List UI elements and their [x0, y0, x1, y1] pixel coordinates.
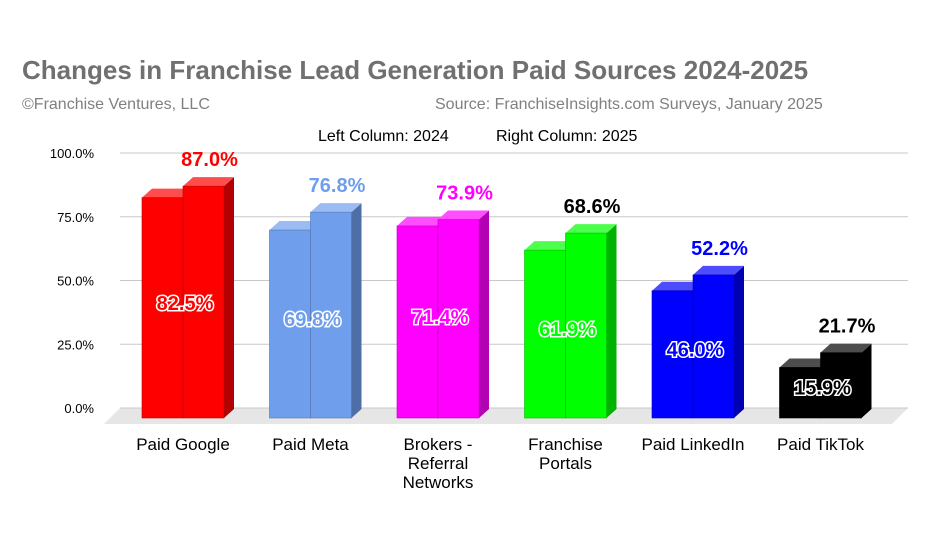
value-label-2025: 52.2%: [691, 238, 748, 260]
value-label-2025: 76.8%: [309, 175, 366, 197]
bar-front: [310, 211, 352, 419]
bar-2025: [182, 177, 234, 419]
y-tick-label: 25.0%: [57, 337, 94, 352]
grid-lines: [120, 152, 908, 409]
y-tick-label: 50.0%: [57, 274, 94, 289]
x-tick-label: Paid LinkedIn: [641, 435, 744, 454]
y-tick-label: 100.0%: [50, 146, 95, 161]
bar-side: [479, 210, 489, 418]
bar-top: [310, 203, 362, 213]
bar-front: [396, 225, 439, 419]
value-label-2025: 73.9%: [436, 183, 493, 205]
value-label-2024: 46.0%: [667, 339, 724, 361]
x-tick-label: Brokers -Referral Networks: [403, 435, 474, 492]
legend-right-column: Right Column: 2025: [496, 128, 638, 145]
bar-2025: [692, 265, 744, 419]
value-label-2025: 21.7%: [819, 316, 876, 338]
x-tick-label: Paid Meta: [272, 435, 349, 454]
bar-top: [142, 188, 193, 198]
value-labels: 82.5% 87.0% 69.8% 76.8% 71.4% 73.9% 61.9% 68.6%…: [155, 149, 876, 401]
bar-side: [734, 265, 744, 418]
bar-side: [606, 224, 617, 418]
bar-side: [351, 203, 362, 418]
bar-front: [182, 185, 225, 419]
y-tick-label: 0.0%: [64, 401, 94, 416]
bar-front: [565, 232, 607, 419]
bar-top: [397, 216, 448, 226]
bar-front: [651, 290, 694, 419]
chart-credit: ©Franchise Ventures, LLC: [22, 96, 210, 113]
bar-top: [565, 224, 617, 234]
x-tick-label: Franchise Portals: [528, 435, 603, 473]
bar-front: [524, 249, 566, 419]
y-axis: 0.0% 25.0% 50.0% 75.0% 100.0%: [50, 146, 95, 416]
bar-2025: [310, 203, 362, 419]
x-tick-label: Paid TikTok: [777, 435, 864, 454]
value-label-2025: 68.6%: [564, 196, 621, 218]
bar-2024: [141, 188, 193, 419]
value-label-2024: 69.8%: [284, 309, 341, 331]
bar-side: [224, 177, 234, 418]
value-label-2025: 87.0%: [181, 149, 238, 171]
y-tick-label: 75.0%: [57, 210, 94, 225]
bar-side: [861, 343, 872, 418]
bar-front: [141, 197, 184, 419]
bars: [141, 177, 872, 419]
bar-top: [820, 343, 872, 353]
value-label-2024: 71.4%: [412, 307, 469, 329]
x-tick-label: Paid Google: [136, 435, 230, 454]
value-label-2024: 61.9%: [539, 319, 596, 341]
chart-source: Source: FranchiseInsights.com Surveys, J…: [435, 96, 823, 113]
bar-front: [437, 219, 480, 419]
bar-top: [438, 210, 489, 220]
bar-front: [692, 274, 735, 419]
chart-title: Changes in Franchise Lead Generation Pai…: [22, 55, 808, 85]
value-label-2024: 15.9%: [794, 378, 851, 400]
bar-top: [269, 221, 321, 231]
bar-front: [779, 367, 821, 419]
bar-2025: [437, 210, 489, 419]
bar-top: [183, 177, 234, 187]
legend-left-column: Left Column: 2024: [318, 128, 449, 145]
bar-top: [652, 281, 703, 291]
bar-top: [524, 241, 576, 251]
x-axis: Paid Google Paid Meta Brokers -Referral Net…: [136, 435, 864, 492]
bar-2025: [565, 224, 617, 419]
bar-top: [779, 358, 831, 368]
bar-top: [693, 265, 744, 275]
bar-2025: [820, 343, 872, 419]
bar-front: [820, 352, 862, 419]
value-label-2024: 82.5%: [157, 293, 214, 315]
